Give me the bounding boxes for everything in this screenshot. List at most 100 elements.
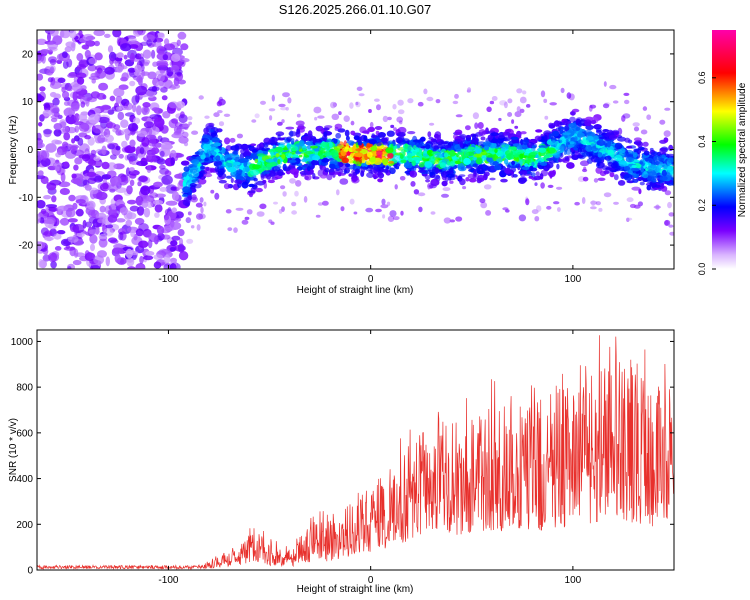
heatmap-blob [71, 42, 76, 48]
heatmap-blob [177, 229, 185, 237]
heatmap-blob [540, 182, 545, 189]
heatmap-blob [80, 101, 86, 108]
heatmap-blob [588, 153, 595, 160]
heatmap-blob [63, 132, 71, 141]
heatmap-blob [355, 161, 361, 167]
heatmap-blob [367, 151, 373, 158]
heatmap-blob [467, 146, 476, 150]
heatmap-blob [47, 40, 59, 50]
heatmap-blob [151, 107, 160, 112]
heatmap-blob [459, 133, 467, 139]
heatmap-blob [394, 184, 398, 190]
heatmap-blob [146, 39, 153, 47]
heatmap-blob [565, 123, 570, 127]
heatmap-blob [569, 141, 575, 145]
heatmap-blob [385, 147, 394, 154]
heatmap-blob [550, 140, 558, 147]
heatmap-blob [607, 140, 611, 148]
heatmap-blob [136, 105, 142, 116]
heatmap-blob [348, 173, 353, 177]
heatmap-blob [368, 109, 372, 113]
heatmap-blob [623, 165, 631, 171]
heatmap-blob [88, 57, 97, 65]
heatmap-blob [664, 107, 671, 111]
heatmap-blob [53, 129, 62, 137]
heatmap-blob [154, 204, 163, 213]
heatmap-blob [128, 157, 134, 163]
heatmap-blob [489, 177, 496, 181]
heatmap-blob [241, 170, 246, 177]
heatmap-blob [265, 158, 274, 163]
heatmap-blob [424, 161, 433, 168]
heatmap-blob [263, 144, 269, 148]
x-tick-label: -100 [158, 274, 178, 285]
heatmap-blob [273, 157, 278, 162]
heatmap-blob [410, 181, 416, 187]
heatmap-blob [593, 135, 599, 140]
heatmap-blob [649, 147, 654, 152]
heatmap-blob [65, 149, 77, 159]
heatmap-blob [519, 108, 525, 113]
heatmap-blob [178, 136, 189, 144]
heatmap-blob [76, 232, 85, 237]
heatmap-blob [185, 217, 191, 224]
heatmap-blob [306, 161, 313, 167]
heatmap-blob [441, 193, 449, 198]
heatmap-blob [48, 252, 58, 263]
heatmap-blob [595, 145, 601, 149]
heatmap-blob [174, 211, 184, 219]
heatmap-blob [262, 142, 272, 146]
heatmap-blob [277, 121, 283, 126]
heatmap-blob [643, 150, 650, 156]
heatmap-blob [633, 137, 642, 142]
heatmap-blob [112, 30, 122, 38]
heatmap-blob [129, 139, 136, 147]
heatmap-blob [235, 169, 244, 176]
heatmap-blob [538, 145, 547, 149]
colorbar-label: Normalized spectral amplitude [737, 82, 748, 217]
heatmap-blob [659, 147, 667, 155]
heatmap-blob [129, 205, 140, 212]
heatmap-blob [321, 158, 330, 163]
heatmap-blob [161, 95, 168, 101]
heatmap-blob [504, 143, 510, 149]
heatmap-blob [183, 142, 189, 147]
heatmap-blob [84, 49, 91, 59]
heatmap-blob [267, 179, 275, 184]
heatmap-blob [160, 141, 173, 151]
heatmap-blob [654, 160, 660, 166]
heatmap-blob [584, 119, 592, 126]
heatmap-blob [225, 162, 233, 167]
heatmap-blob [56, 53, 64, 61]
heatmap-blob [147, 239, 153, 249]
heatmap-blob [159, 187, 168, 192]
heatmap-blob [518, 170, 528, 175]
heatmap-blob [365, 207, 374, 213]
heatmap-blob [505, 153, 515, 160]
heatmap-blob [462, 186, 467, 190]
heatmap-blob [216, 101, 223, 107]
heatmap-blob [491, 138, 498, 144]
heatmap-blob [546, 205, 552, 210]
heatmap-blob [429, 122, 435, 126]
heatmap-blob [104, 66, 115, 75]
heatmap-blob [254, 113, 260, 119]
heatmap-blob [223, 183, 231, 190]
heatmap-blob [514, 125, 519, 129]
heatmap-blob [170, 186, 177, 191]
heatmap-blob [249, 192, 253, 198]
y-tick-label: 0 [27, 145, 33, 156]
heatmap-blob [323, 131, 327, 138]
heatmap-blob [74, 113, 80, 122]
heatmap-blob [667, 166, 672, 173]
heatmap-blob [477, 174, 485, 183]
heatmap-blob [609, 172, 615, 178]
heatmap-blob [268, 108, 276, 112]
heatmap-blob [609, 84, 617, 90]
heatmap-blob [140, 185, 151, 196]
heatmap-blob [288, 153, 293, 157]
heatmap-blob [382, 115, 389, 123]
heatmap-blob [109, 57, 114, 65]
heatmap-blob [666, 153, 674, 158]
